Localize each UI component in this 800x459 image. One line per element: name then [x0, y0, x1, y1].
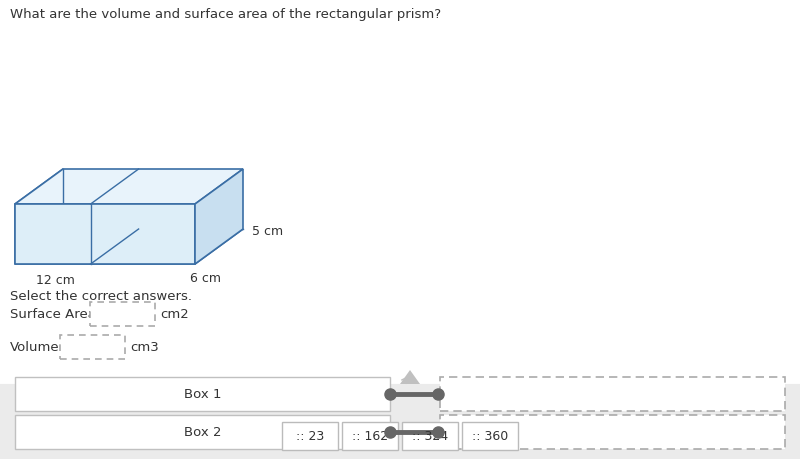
FancyBboxPatch shape	[440, 415, 785, 449]
Text: Volume:: Volume:	[10, 341, 64, 354]
FancyBboxPatch shape	[462, 422, 518, 450]
Text: 12 cm: 12 cm	[35, 274, 74, 286]
Text: 6 cm: 6 cm	[190, 271, 221, 285]
Text: Select the correct answers.: Select the correct answers.	[10, 289, 192, 302]
Text: cm2: cm2	[160, 308, 189, 321]
FancyBboxPatch shape	[440, 377, 785, 411]
Polygon shape	[15, 170, 63, 264]
Polygon shape	[15, 205, 195, 264]
Text: :: 23: :: 23	[296, 430, 324, 442]
Text: :: 162: :: 162	[352, 430, 388, 442]
Text: :: 360: :: 360	[472, 430, 508, 442]
FancyBboxPatch shape	[402, 422, 458, 450]
Text: Surface Area:: Surface Area:	[10, 308, 100, 321]
Polygon shape	[15, 230, 243, 264]
FancyBboxPatch shape	[15, 415, 390, 449]
FancyBboxPatch shape	[282, 422, 338, 450]
Polygon shape	[15, 170, 243, 205]
Bar	[0, 384, 800, 459]
Polygon shape	[400, 370, 420, 384]
FancyBboxPatch shape	[90, 302, 155, 326]
Text: :: 324: :: 324	[412, 430, 448, 442]
Text: Box 2: Box 2	[184, 425, 222, 438]
Text: cm3: cm3	[130, 341, 158, 354]
FancyBboxPatch shape	[15, 377, 390, 411]
FancyBboxPatch shape	[60, 335, 125, 359]
Text: 5 cm: 5 cm	[252, 225, 283, 238]
Polygon shape	[195, 170, 243, 264]
Text: What are the volume and surface area of the rectangular prism?: What are the volume and surface area of …	[10, 8, 441, 21]
FancyBboxPatch shape	[342, 422, 398, 450]
Text: Box 1: Box 1	[184, 388, 222, 401]
